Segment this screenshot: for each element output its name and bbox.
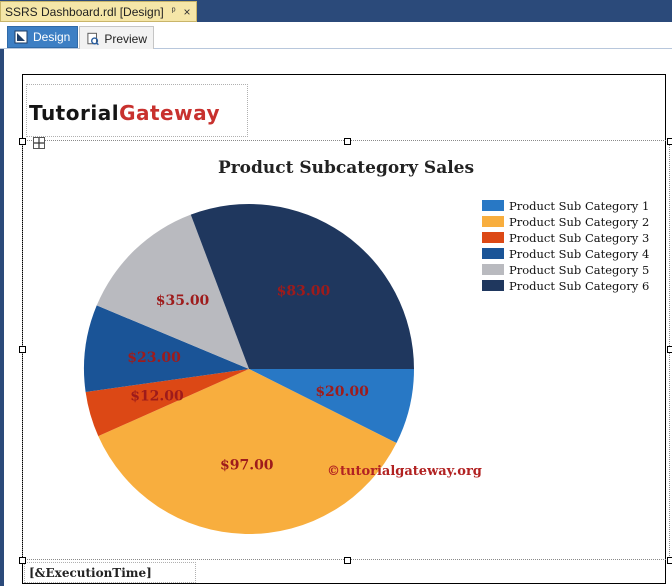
close-icon[interactable]: × [183, 4, 191, 19]
logo-text-part1: Tutorial [29, 101, 120, 125]
pie-slice[interactable] [249, 369, 414, 444]
chart-title: Product Subcategory Sales [218, 158, 474, 178]
document-tab-strip: SSRS Dashboard.rdl [Design] ᵖ × [0, 0, 672, 22]
left-frame-border [0, 22, 4, 586]
legend-swatch [482, 216, 504, 227]
data-label: $12.00 [130, 388, 184, 404]
pie-slice[interactable] [96, 214, 249, 369]
legend-swatch [482, 200, 504, 211]
pie-slice[interactable] [190, 203, 414, 369]
pie-slices [84, 203, 414, 534]
legend-label: Product Sub Category 3 [509, 231, 649, 245]
resize-handle[interactable] [344, 138, 351, 145]
pie-slice[interactable] [84, 305, 249, 392]
tab-design[interactable]: Design [7, 26, 78, 48]
data-label: $23.00 [127, 350, 181, 366]
pin-icon[interactable]: ᵖ [171, 6, 176, 17]
tab-preview-label: Preview [104, 31, 147, 46]
chart-legend: Product Sub Category 1 Product Sub Catego… [482, 199, 649, 293]
pie-slice[interactable] [98, 369, 397, 534]
pie-slice[interactable] [85, 369, 249, 437]
resize-handle[interactable] [19, 557, 26, 564]
tab-design-label: Design [33, 30, 71, 44]
logo-text: TutorialGateway [29, 101, 220, 125]
watermark-text: ©tutorialgateway.org [327, 464, 482, 479]
resize-handle[interactable] [344, 557, 351, 564]
resize-handle[interactable] [667, 557, 672, 564]
legend-label: Product Sub Category 2 [509, 215, 649, 229]
view-tab-bar: Design Preview [0, 22, 672, 50]
execution-time-textbox[interactable]: [&ExecutionTime] [24, 562, 196, 583]
logo-text-part2: Gateway [119, 101, 220, 125]
legend-swatch [482, 264, 504, 275]
legend-label: Product Sub Category 1 [509, 199, 649, 213]
document-tab[interactable]: SSRS Dashboard.rdl [Design] ᵖ × [0, 1, 197, 22]
design-icon [14, 30, 28, 44]
legend-swatch [482, 248, 504, 259]
document-tab-title: SSRS Dashboard.rdl [Design] [5, 4, 164, 19]
resize-handle[interactable] [667, 346, 672, 353]
logo-image[interactable]: TutorialGateway [26, 84, 248, 137]
data-labels: $20.00 $97.00 $12.00 $23.00 $35.00 $83.00 [127, 283, 369, 473]
legend-label: Product Sub Category 6 [509, 279, 649, 293]
data-label: $97.00 [220, 458, 274, 474]
legend-label: Product Sub Category 5 [509, 263, 649, 277]
resize-handle[interactable] [19, 346, 26, 353]
legend-swatch [482, 280, 504, 291]
data-label: $35.00 [156, 293, 210, 309]
preview-icon [87, 32, 99, 45]
data-label: $83.00 [277, 283, 331, 299]
resize-handle[interactable] [667, 138, 672, 145]
tab-preview[interactable]: Preview [79, 26, 154, 50]
resize-handle[interactable] [19, 138, 26, 145]
legend-label: Product Sub Category 4 [509, 247, 649, 261]
data-label: $20.00 [315, 384, 369, 400]
move-handle-icon[interactable] [33, 137, 45, 149]
legend-swatch [482, 232, 504, 243]
